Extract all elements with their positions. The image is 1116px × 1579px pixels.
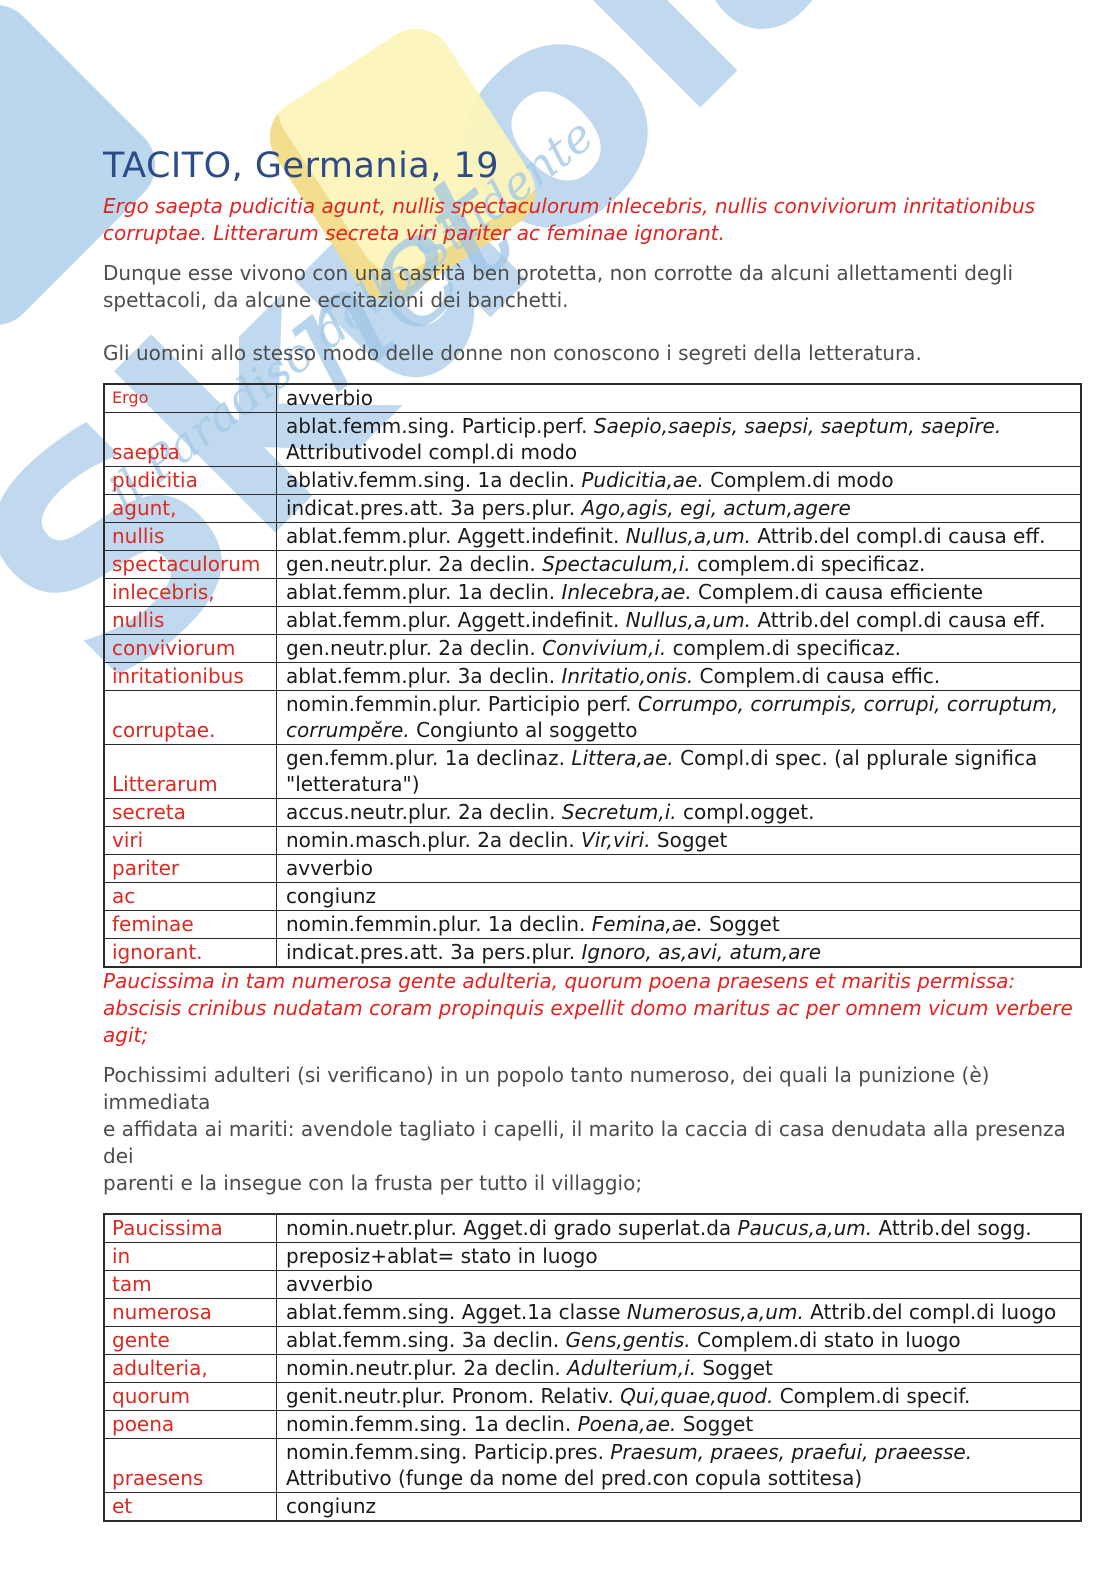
latin-word-cell: praesens xyxy=(103,1438,277,1493)
latin-word-cell: in xyxy=(103,1242,277,1271)
analysis-cell: preposiz+ablat= stato in luogo xyxy=(276,1242,1082,1271)
latin-word-cell: spectaculorum xyxy=(103,550,277,579)
table-row: spectaculorum gen.neutr.plur. 2a declin. … xyxy=(103,550,1082,579)
analysis-cell: ablativ.femm.sing. 1a declin. Pudicitia,… xyxy=(276,466,1082,495)
analysis-cell: gen.femm.plur. 1a declinaz. Littera,ae. … xyxy=(276,744,1082,799)
analysis-cell: nomin.nuetr.plur. Agget.di grado superla… xyxy=(276,1213,1082,1243)
analysis-cell: gen.neutr.plur. 2a declin. Convivium,i. … xyxy=(276,634,1082,663)
table-row: corruptae. nomin.femmin.plur. Participio … xyxy=(103,690,1082,745)
latin-word-cell: nullis xyxy=(103,606,277,635)
translation-1b: Gli uomini allo stesso modo delle donne … xyxy=(103,341,922,365)
latin-word-cell: pudicitia xyxy=(103,466,277,495)
translation-2: Pochissimi adulteri (si verificano) in u… xyxy=(103,1063,1066,1195)
table-row: pudicitia ablativ.femm.sing. 1a declin. P… xyxy=(103,466,1082,495)
table-row: in preposiz+ablat= stato in luogo xyxy=(103,1242,1082,1271)
latin-word-cell: Paucissima xyxy=(103,1213,277,1243)
latin-word-cell: agunt, xyxy=(103,494,277,523)
table-row: Paucissima nomin.nuetr.plur. Agget.di gra… xyxy=(103,1213,1082,1243)
latin-passage-1: Ergo saepta pudicitia agunt, nullis spec… xyxy=(103,194,1036,245)
analysis-cell: congiunz xyxy=(276,882,1082,911)
translation-1a: Dunque esse vivono con una castità ben p… xyxy=(103,261,1014,312)
table-row: pariter avverbio xyxy=(103,854,1082,883)
table-row: poena nomin.femm.sing. 1a declin. Poena,a… xyxy=(103,1410,1082,1439)
table-row: ac congiunz xyxy=(103,882,1082,911)
analysis-cell: gen.neutr.plur. 2a declin. Spectaculum,i… xyxy=(276,550,1082,579)
table-row: adulteria, nomin.neutr.plur. 2a declin. A… xyxy=(103,1354,1082,1383)
analysis-cell: ablat.femm.sing. Particip.perf. Saepio,s… xyxy=(276,412,1082,467)
latin-word-cell: poena xyxy=(103,1410,277,1439)
table-row: nullis ablat.femm.plur. Aggett.indefinit.… xyxy=(103,606,1082,635)
table-row: et congiunz xyxy=(103,1492,1082,1522)
latin-word-cell: adulteria, xyxy=(103,1354,277,1383)
analysis-table-2-body: Paucissima nomin.nuetr.plur. Agget.di gra… xyxy=(103,1213,1082,1522)
analysis-cell: ablat.femm.plur. 1a declin. Inlecebra,ae… xyxy=(276,578,1082,607)
analysis-cell: indicat.pres.att. 3a pers.plur. Ignoro, … xyxy=(276,938,1082,968)
analysis-table-2: Paucissima nomin.nuetr.plur. Agget.di gra… xyxy=(103,1213,1082,1522)
analysis-cell: nomin.femmin.plur. 1a declin. Femina,ae.… xyxy=(276,910,1082,939)
analysis-cell: genit.neutr.plur. Pronom. Relativ. Qui,q… xyxy=(276,1382,1082,1411)
analysis-cell: ablat.femm.plur. Aggett.indefinit. Nullu… xyxy=(276,522,1082,551)
latin-word-cell: ac xyxy=(103,882,277,911)
table-row: praesens nomin.femm.sing. Particip.pres. … xyxy=(103,1438,1082,1493)
analysis-cell: ablat.femm.plur. Aggett.indefinit. Nullu… xyxy=(276,606,1082,635)
page-title: TACITO, Germania, 19 xyxy=(103,146,500,186)
analysis-cell: avverbio xyxy=(276,1270,1082,1299)
table-row: conviviorum gen.neutr.plur. 2a declin. Co… xyxy=(103,634,1082,663)
analysis-cell: ablat.femm.sing. 3a declin. Gens,gentis.… xyxy=(276,1326,1082,1355)
analysis-cell: nomin.femmin.plur. Participio perf. Corr… xyxy=(276,690,1082,745)
latin-word-cell: Litterarum xyxy=(103,744,277,799)
analysis-cell: nomin.femm.sing. 1a declin. Poena,ae. So… xyxy=(276,1410,1082,1439)
table-row: quorum genit.neutr.plur. Pronom. Relativ.… xyxy=(103,1382,1082,1411)
analysis-cell: nomin.neutr.plur. 2a declin. Adulterium,… xyxy=(276,1354,1082,1383)
analysis-cell: avverbio xyxy=(276,854,1082,883)
analysis-cell: avverbio xyxy=(276,383,1082,413)
latin-word-cell: corruptae. xyxy=(103,690,277,745)
latin-word-cell: numerosa xyxy=(103,1298,277,1327)
latin-word-cell: secreta xyxy=(103,798,277,827)
latin-word-cell: gente xyxy=(103,1326,277,1355)
latin-word-cell: pariter xyxy=(103,854,277,883)
analysis-cell: indicat.pres.att. 3a pers.plur. Ago,agis… xyxy=(276,494,1082,523)
table-row: numerosa ablat.femm.sing. Agget.1a classe… xyxy=(103,1298,1082,1327)
analysis-table-1-body: Ergo avverbio saepta ablat.femm.sing. Parti… xyxy=(103,383,1082,968)
table-row: nullis ablat.femm.plur. Aggett.indefinit.… xyxy=(103,522,1082,551)
analysis-cell: congiunz xyxy=(276,1492,1082,1522)
table-row: gente ablat.femm.sing. 3a declin. Gens,ge… xyxy=(103,1326,1082,1355)
latin-word-cell: saepta xyxy=(103,412,277,467)
table-row: ignorant. indicat.pres.att. 3a pers.plur.… xyxy=(103,938,1082,968)
analysis-cell: nomin.femm.sing. Particip.pres. Praesum,… xyxy=(276,1438,1082,1493)
analysis-cell: ablat.femm.plur. 3a declin. Inritatio,on… xyxy=(276,662,1082,691)
latin-word-cell: Ergo xyxy=(103,383,277,413)
latin-word-cell: ignorant. xyxy=(103,938,277,968)
analysis-table-1: Ergo avverbio saepta ablat.femm.sing. Parti… xyxy=(103,383,1082,968)
latin-word-cell: nullis xyxy=(103,522,277,551)
table-row: Ergo avverbio xyxy=(103,383,1082,413)
latin-word-cell: conviviorum xyxy=(103,634,277,663)
table-row: agunt, indicat.pres.att. 3a pers.plur. Ag… xyxy=(103,494,1082,523)
latin-word-cell: viri xyxy=(103,826,277,855)
analysis-cell: ablat.femm.sing. Agget.1a classe Numeros… xyxy=(276,1298,1082,1327)
table-row: viri nomin.masch.plur. 2a declin. Vir,vir… xyxy=(103,826,1082,855)
latin-word-cell: inritationibus xyxy=(103,662,277,691)
table-row: tam avverbio xyxy=(103,1270,1082,1299)
analysis-cell: nomin.masch.plur. 2a declin. Vir,viri. S… xyxy=(276,826,1082,855)
latin-word-cell: tam xyxy=(103,1270,277,1299)
table-row: saepta ablat.femm.sing. Particip.perf. Sa… xyxy=(103,412,1082,467)
table-row: feminae nomin.femmin.plur. 1a declin. Fem… xyxy=(103,910,1082,939)
table-row: Litterarum gen.femm.plur. 1a declinaz. Li… xyxy=(103,744,1082,799)
latin-word-cell: quorum xyxy=(103,1382,277,1411)
document-content: TACITO, Germania, 19 Ergo saepta pudicit… xyxy=(103,146,1082,1522)
latin-word-cell: inlecebris, xyxy=(103,578,277,607)
latin-passage-2: Paucissima in tam numerosa gente adulter… xyxy=(103,969,1073,1047)
table-row: inritationibus ablat.femm.plur. 3a declin… xyxy=(103,662,1082,691)
latin-word-cell: et xyxy=(103,1492,277,1522)
analysis-cell: accus.neutr.plur. 2a declin. Secretum,i.… xyxy=(276,798,1082,827)
latin-word-cell: feminae xyxy=(103,910,277,939)
table-row: inlecebris, ablat.femm.plur. 1a declin. I… xyxy=(103,578,1082,607)
table-row: secreta accus.neutr.plur. 2a declin. Secr… xyxy=(103,798,1082,827)
